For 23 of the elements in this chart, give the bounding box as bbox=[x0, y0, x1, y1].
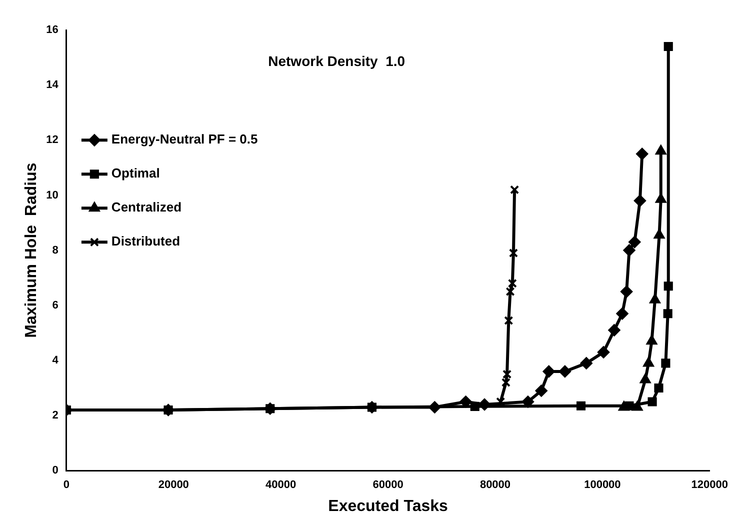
x-tick-label: 120000 bbox=[691, 479, 728, 492]
y-tick-label: 10 bbox=[46, 189, 58, 202]
x-tick-label: 80000 bbox=[480, 479, 511, 492]
y-tick-label: 2 bbox=[52, 410, 58, 422]
x-tick-label: 100000 bbox=[584, 479, 621, 492]
y-tick-label: 12 bbox=[46, 134, 58, 146]
y-tick-label: 6 bbox=[52, 299, 58, 312]
y-tick-label: 8 bbox=[52, 244, 58, 256]
x-axis-title: Executed Tasks bbox=[328, 498, 448, 515]
legend-label: Energy-Neutral PF = 0.5 bbox=[111, 132, 258, 147]
y-tick-label: 0 bbox=[52, 464, 58, 477]
x-tick-label: 40000 bbox=[266, 479, 296, 492]
y-tick-label: 16 bbox=[46, 24, 58, 36]
x-tick-label: 0 bbox=[63, 479, 70, 492]
legend-label: Optimal bbox=[111, 166, 160, 181]
legend-label: Centralized bbox=[111, 200, 182, 215]
y-axis-title: Maximum Hole Radius bbox=[23, 162, 40, 338]
x-tick-label: 60000 bbox=[372, 479, 404, 492]
x-tick-label: 20000 bbox=[158, 479, 189, 492]
text: Network Density 1.0 bbox=[268, 52, 406, 69]
y-tick-label: 14 bbox=[46, 79, 60, 92]
legend-label: Distributed bbox=[111, 234, 180, 249]
y-tick-label: 4 bbox=[52, 354, 60, 366]
